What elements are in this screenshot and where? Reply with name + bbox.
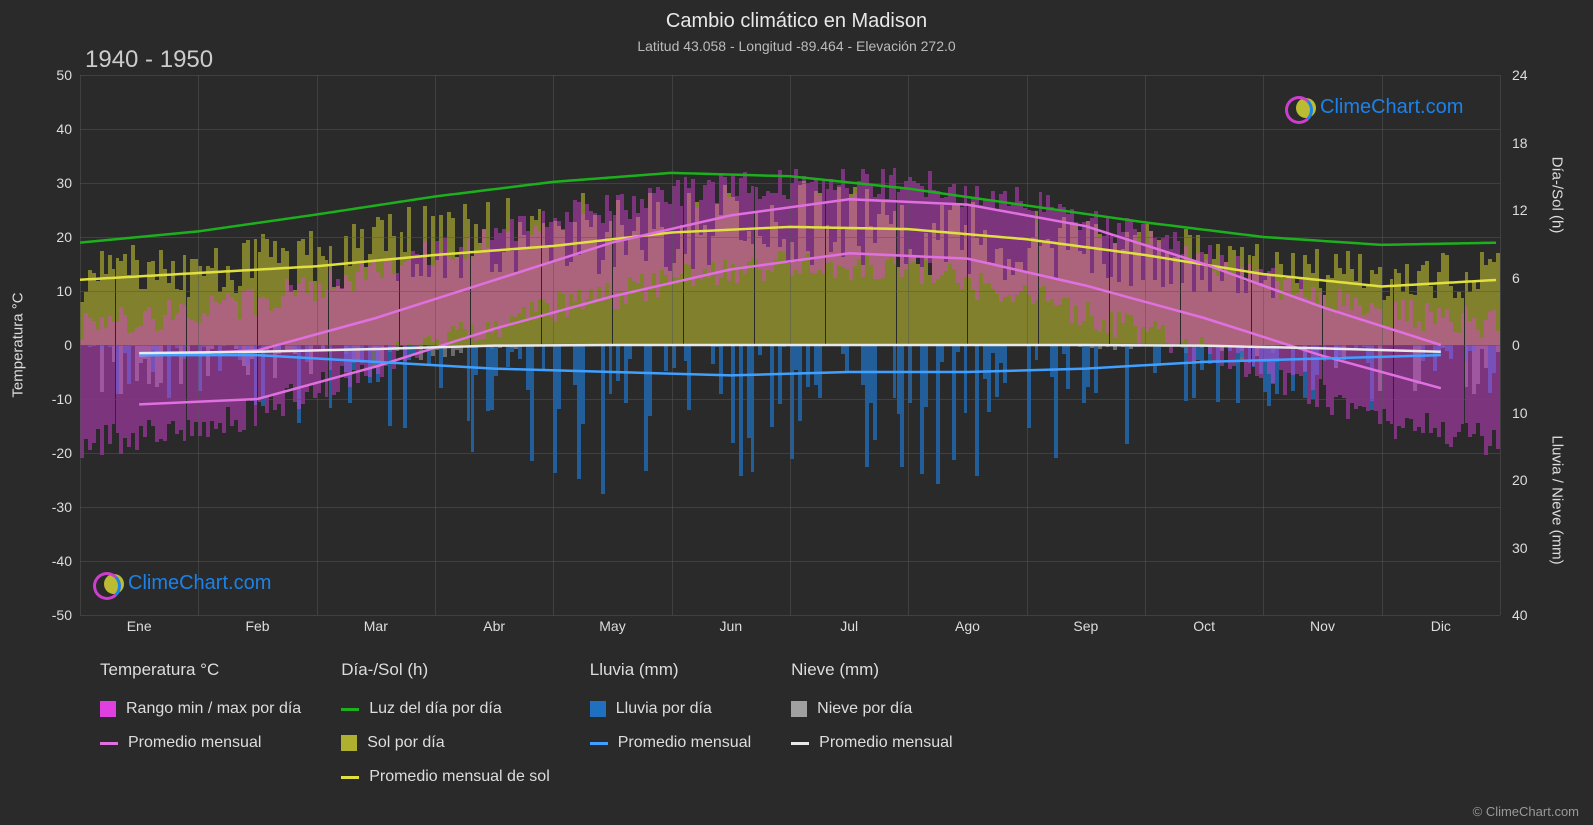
x-tick: Jun	[720, 618, 743, 634]
y-tick-right: 24	[1512, 67, 1528, 83]
legend-label: Lluvia por día	[616, 700, 712, 718]
x-tick: Mar	[364, 618, 388, 634]
legend-swatch	[100, 742, 118, 745]
legend-swatch	[341, 735, 357, 751]
legend-swatch	[590, 701, 606, 717]
x-tick: Ene	[127, 618, 152, 634]
gridline-h	[80, 615, 1500, 616]
watermark-logo-top: ClimeChart.com	[1288, 94, 1463, 120]
y-tick-left: 40	[56, 121, 72, 137]
climechart-logo-icon	[1288, 94, 1314, 120]
watermark-text: ClimeChart.com	[1320, 96, 1463, 119]
y-tick-right: 30	[1512, 540, 1528, 556]
legend-item: Promedio mensual	[100, 734, 301, 752]
y-tick-right: 12	[1512, 202, 1528, 218]
x-tick: Oct	[1193, 618, 1215, 634]
legend-label: Promedio mensual	[819, 734, 952, 752]
x-tick: Feb	[245, 618, 269, 634]
legend-label: Promedio mensual	[128, 734, 261, 752]
y-tick-left: -50	[52, 607, 72, 623]
snow-avg-line	[139, 345, 1441, 353]
period-label: 1940 - 1950	[85, 46, 213, 74]
legend-group-title: Temperatura °C	[100, 660, 301, 680]
x-tick: Sep	[1073, 618, 1098, 634]
legend-item: Sol por día	[341, 734, 550, 752]
chart-subtitle: Latitud 43.058 - Longitud -89.464 - Elev…	[0, 38, 1593, 54]
x-tick: Nov	[1310, 618, 1335, 634]
legend-label: Rango min / max por día	[126, 700, 301, 718]
climechart-logo-icon	[96, 570, 122, 596]
plot-area	[80, 75, 1500, 615]
y-axis-left-label: Temperatura °C	[10, 292, 27, 397]
y-tick-left: 30	[56, 175, 72, 191]
y-tick-left: 0	[64, 337, 72, 353]
y-tick-left: 50	[56, 67, 72, 83]
x-tick: Dic	[1431, 618, 1451, 634]
watermark-logo-bottom: ClimeChart.com	[96, 570, 271, 596]
legend-swatch	[100, 701, 116, 717]
y-tick-left: -20	[52, 445, 72, 461]
legend-item: Rango min / max por día	[100, 700, 301, 718]
legend-item: Lluvia por día	[590, 700, 751, 718]
watermark-text: ClimeChart.com	[128, 572, 271, 595]
y-tick-left: -10	[52, 391, 72, 407]
sun-avg-line	[80, 227, 1496, 287]
legend-group-title: Lluvia (mm)	[590, 660, 751, 680]
legend-swatch	[791, 742, 809, 745]
y-axis-right-top-label: Día-/Sol (h)	[1549, 157, 1566, 234]
legend-label: Sol por día	[367, 734, 444, 752]
legend-label: Nieve por día	[817, 700, 912, 718]
legend-label: Promedio mensual de sol	[369, 768, 550, 786]
rain-avg-line	[139, 355, 1441, 375]
y-tick-right: 20	[1512, 472, 1528, 488]
y-tick-left: 10	[56, 283, 72, 299]
y-tick-right: 18	[1512, 135, 1528, 151]
legend-item: Promedio mensual	[791, 734, 952, 752]
legend-item: Luz del día por día	[341, 700, 550, 718]
copyright: © ClimeChart.com	[1473, 804, 1579, 819]
y-axis-right-bottom-label: Lluvia / Nieve (mm)	[1549, 435, 1566, 564]
x-tick: Abr	[483, 618, 505, 634]
legend-swatch	[341, 776, 359, 779]
legend-swatch	[791, 701, 807, 717]
legend-group: Día-/Sol (h) Luz del día por día Sol por d…	[341, 660, 550, 786]
y-tick-right: 6	[1512, 270, 1520, 286]
x-tick: Ago	[955, 618, 980, 634]
gridline-v	[1500, 75, 1501, 615]
legend-swatch	[590, 742, 608, 745]
y-tick-left: -30	[52, 499, 72, 515]
y-tick-right: 0	[1512, 337, 1520, 353]
legend-group-title: Día-/Sol (h)	[341, 660, 550, 680]
climate-chart: Cambio climático en Madison Latitud 43.0…	[0, 0, 1593, 825]
x-tick: May	[599, 618, 625, 634]
y-tick-left: 20	[56, 229, 72, 245]
legend-group: Lluvia (mm) Lluvia por día Promedio mensua…	[590, 660, 751, 786]
legend-swatch	[341, 708, 359, 711]
y-tick-right: 40	[1512, 607, 1528, 623]
y-tick-left: -40	[52, 553, 72, 569]
legend-group: Nieve (mm) Nieve por día Promedio mensual	[791, 660, 952, 786]
legend-label: Promedio mensual	[618, 734, 751, 752]
legend-group: Temperatura °C Rango min / max por día Pro…	[100, 660, 301, 786]
x-tick: Jul	[840, 618, 858, 634]
daylight-line	[80, 173, 1496, 245]
y-tick-right: 10	[1512, 405, 1528, 421]
legend-item: Promedio mensual de sol	[341, 768, 550, 786]
legend-item: Promedio mensual	[590, 734, 751, 752]
legend: Temperatura °C Rango min / max por día Pro…	[100, 660, 1533, 786]
legend-group-title: Nieve (mm)	[791, 660, 952, 680]
line-series-layer	[80, 75, 1500, 615]
chart-title: Cambio climático en Madison	[0, 10, 1593, 33]
legend-label: Luz del día por día	[369, 700, 502, 718]
legend-item: Nieve por día	[791, 700, 952, 718]
